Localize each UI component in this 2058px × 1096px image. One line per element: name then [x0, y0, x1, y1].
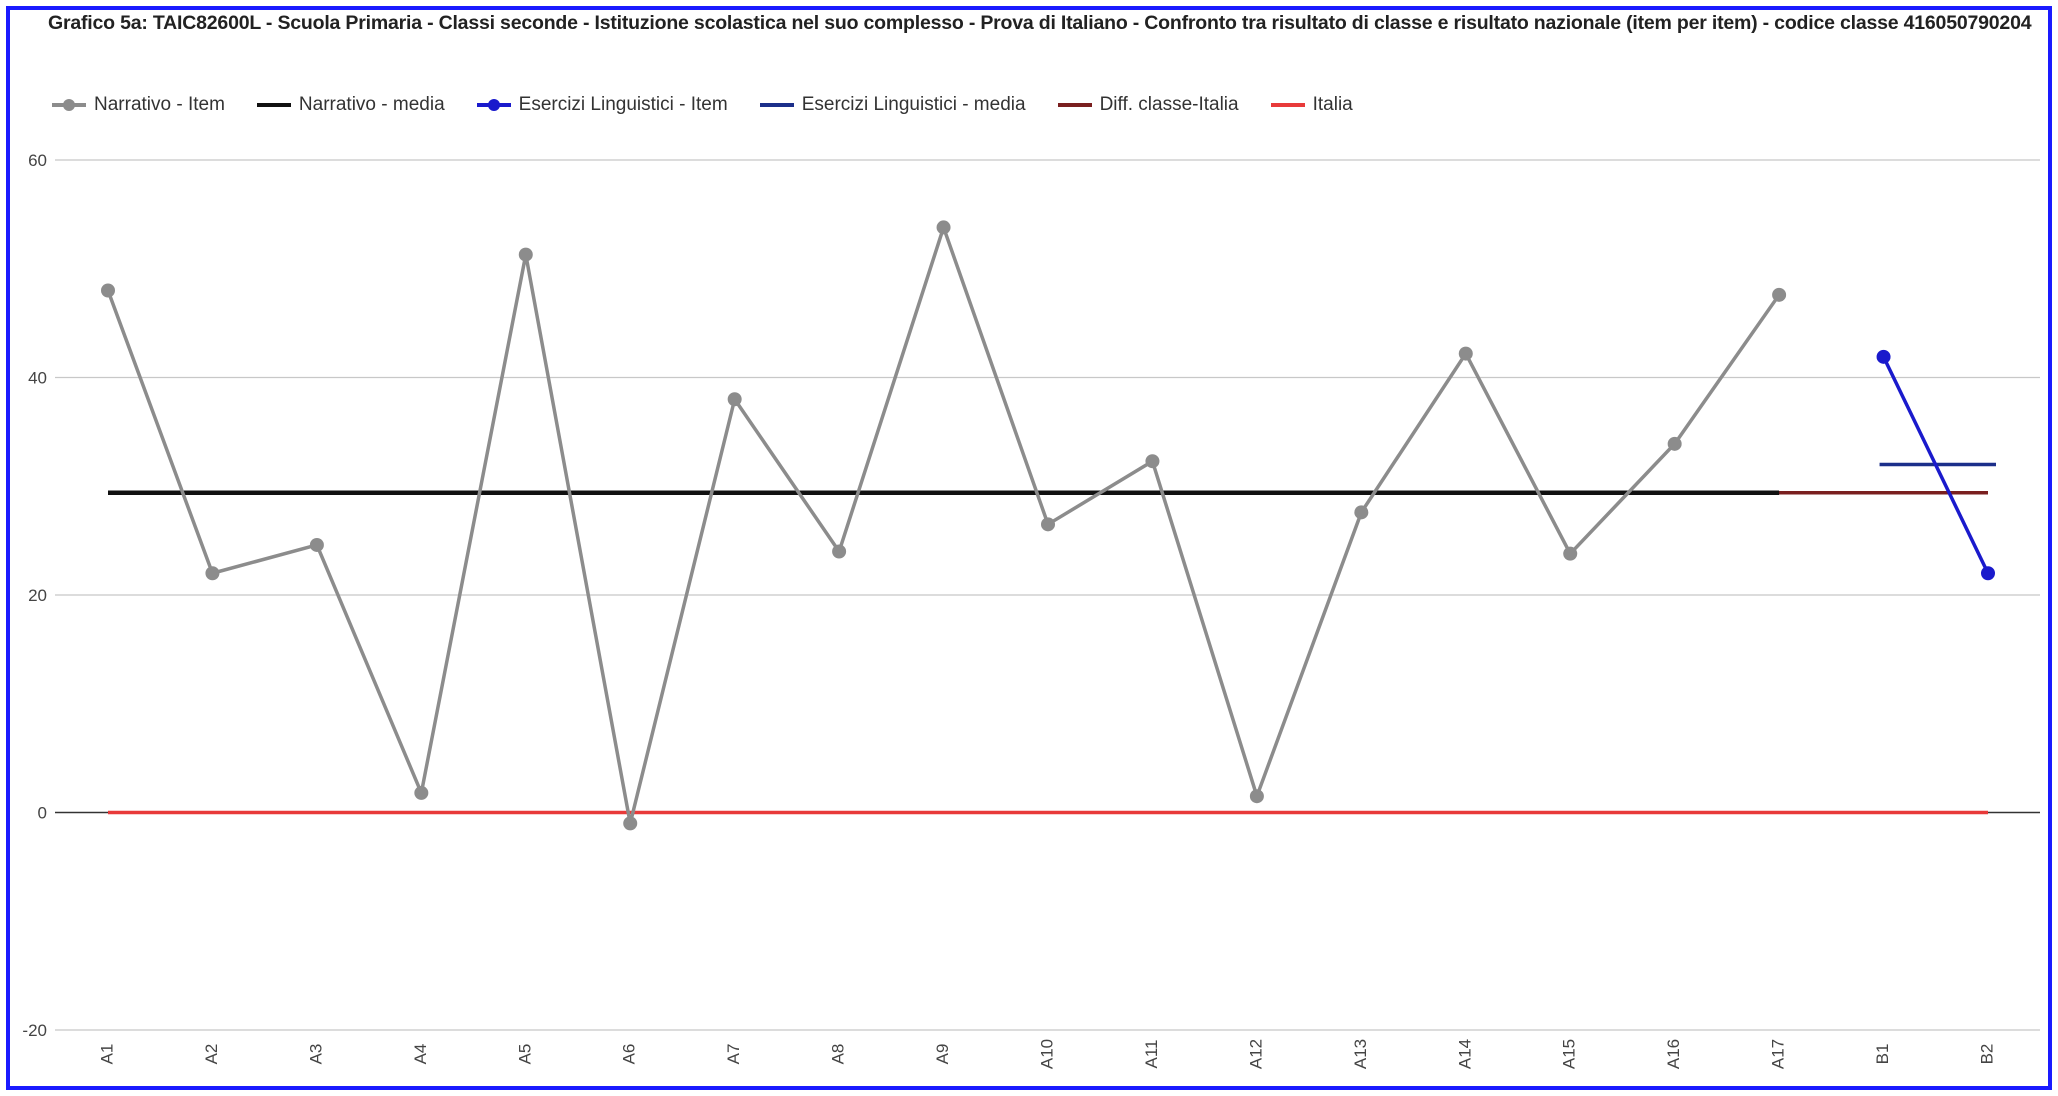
narrativo-item-point: [936, 220, 951, 235]
x-tick-label: A16: [1664, 1039, 1683, 1069]
narrativo-item-point: [414, 785, 429, 800]
x-tick-label: A3: [306, 1044, 325, 1065]
legend-label: Narrativo - Item: [94, 94, 225, 115]
narrativo-item-point: [1563, 546, 1578, 561]
narrativo-item-point: [1249, 789, 1264, 804]
narrativo-item-point: [623, 816, 638, 831]
legend-label: Italia: [1312, 94, 1353, 115]
esercizi-linguistici-item-line: [1881, 356, 1990, 575]
legend-swatch: [759, 103, 794, 107]
x-tick-label: A17: [1769, 1039, 1788, 1069]
y-tick-label: 20: [28, 586, 47, 605]
narrativo-item-point: [1458, 346, 1473, 361]
esercizi-linguistici-item-point: [1981, 566, 1995, 581]
narrativo-item-point: [1354, 505, 1369, 520]
x-tick-label: B2: [1977, 1044, 1996, 1065]
legend-swatch: [476, 99, 511, 111]
x-tick-label: A14: [1455, 1039, 1474, 1069]
legend-swatch-marker: [63, 99, 75, 111]
x-tick-label: A12: [1246, 1039, 1265, 1069]
narrativo-item-point: [101, 283, 115, 298]
legend-item: Italia: [1269, 94, 1353, 116]
legend-label: Esercizi Linguistici - media: [801, 94, 1026, 115]
x-tick-label: A4: [411, 1044, 430, 1065]
x-tick-label: B1: [1873, 1044, 1892, 1065]
x-tick-label: A15: [1560, 1039, 1579, 1069]
x-tick-label: A8: [829, 1044, 848, 1065]
narrativo-item-point: [205, 566, 220, 581]
legend-swatch: [1270, 103, 1305, 107]
esercizi-linguistici-item-point: [1876, 349, 1891, 364]
chart-frame: [6, 6, 2052, 1090]
narrativo-item-point: [1772, 287, 1787, 302]
x-tick-label: A7: [724, 1044, 743, 1065]
y-tick-label: 60: [28, 151, 47, 170]
x-tick-label: A1: [97, 1044, 116, 1065]
legend-swatch: [52, 99, 86, 111]
legend-label: Narrativo - media: [298, 94, 445, 115]
x-tick-label: A10: [1037, 1039, 1056, 1069]
narrativo-item-point: [832, 544, 847, 559]
legend-label: Diff. classe-Italia: [1099, 94, 1239, 115]
narrativo-item-point: [1041, 517, 1055, 532]
y-tick-label: -20: [22, 1021, 47, 1040]
x-tick-label: A11: [1142, 1040, 1161, 1069]
legend-item: Esercizi Linguistici - media: [758, 94, 1026, 116]
narrativo-item-point: [1667, 436, 1682, 451]
x-tick-label: A5: [515, 1044, 534, 1065]
x-tick-label: A6: [620, 1044, 639, 1065]
legend-item: Esercizi Linguistici - Item: [475, 94, 728, 116]
narrativo-item-point: [309, 537, 324, 552]
chart-title: Grafico 5a: TAIC82600L - Scuola Primaria…: [48, 12, 2032, 34]
legend-label: Esercizi Linguistici - Item: [518, 94, 728, 115]
y-tick-label: 0: [38, 804, 47, 823]
legend-swatch-marker: [487, 99, 500, 111]
narrativo-item-line: [106, 225, 1781, 826]
x-tick-label: A9: [933, 1044, 952, 1065]
x-tick-label: A2: [202, 1044, 221, 1065]
legend-item: Narrativo - media: [255, 94, 445, 116]
legend-swatch: [256, 103, 291, 107]
narrativo-item-point: [518, 247, 533, 262]
legend-item: Diff. classe-Italia: [1056, 94, 1239, 116]
narrativo-item-point: [1145, 454, 1160, 469]
chart-legend: Narrativo - Item Narrativo - media Eserciz…: [50, 90, 1383, 120]
legend-item: Narrativo - Item: [50, 94, 225, 116]
narrativo-item-point: [727, 392, 742, 407]
y-tick-label: 40: [28, 369, 47, 388]
x-tick-label: A13: [1351, 1039, 1370, 1069]
legend-swatch: [1057, 103, 1092, 107]
